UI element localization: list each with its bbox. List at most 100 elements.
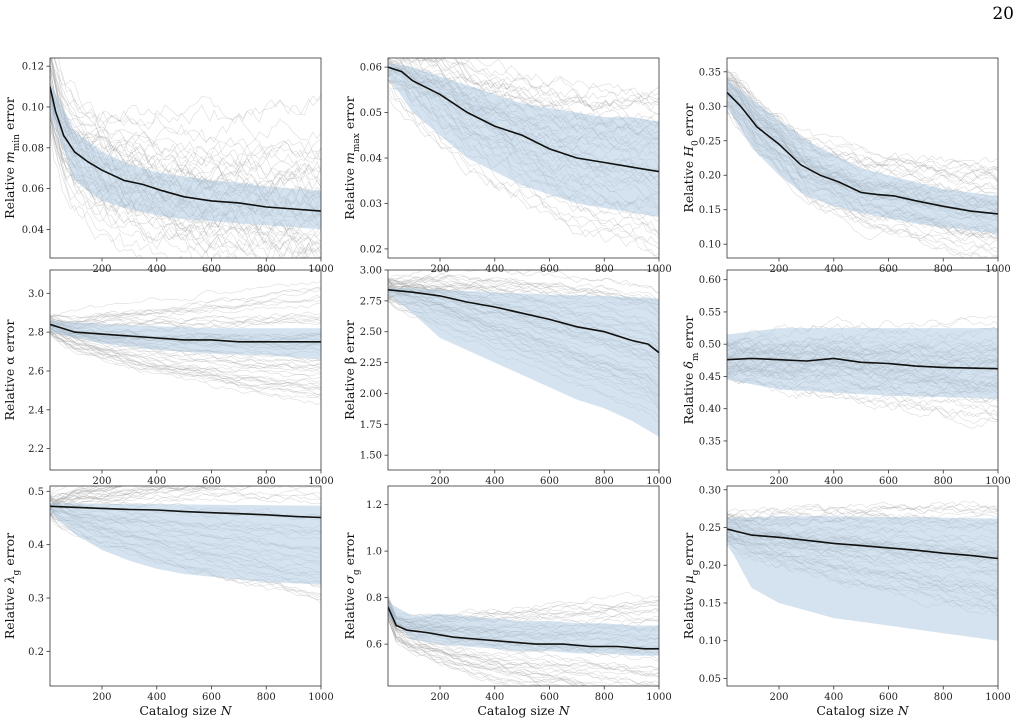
y-tick-label: 0.15 bbox=[699, 205, 721, 216]
y-tick-label: 0.5 bbox=[28, 487, 44, 498]
sample-trace bbox=[388, 612, 659, 686]
sample-trace bbox=[439, 58, 659, 100]
sample-trace bbox=[50, 492, 321, 506]
y-tick-label: 0.40 bbox=[699, 404, 721, 415]
sample-trace bbox=[50, 331, 321, 387]
x-tick-label: 600 bbox=[202, 264, 221, 275]
sample-trace bbox=[388, 89, 659, 258]
y-tick-label: 0.08 bbox=[22, 143, 44, 154]
sample-trace bbox=[388, 619, 659, 686]
sample-trace bbox=[50, 117, 244, 258]
sample-trace bbox=[50, 58, 321, 160]
credible-band bbox=[388, 602, 659, 656]
y-tick-label: 3.00 bbox=[360, 266, 382, 277]
sample-trace bbox=[58, 58, 321, 125]
x-tick-label: 800 bbox=[257, 264, 276, 275]
sample-trace bbox=[50, 323, 321, 390]
axes-frame bbox=[726, 57, 999, 259]
y-tick-label: 2.75 bbox=[360, 296, 382, 307]
x-tick-label: 1000 bbox=[308, 264, 333, 275]
y-tick-label: 2.4 bbox=[28, 405, 44, 416]
sample-trace bbox=[388, 610, 607, 686]
sample-trace bbox=[50, 318, 321, 396]
sample-trace bbox=[388, 612, 659, 673]
sample-trace bbox=[388, 58, 659, 112]
sample-trace bbox=[50, 321, 321, 382]
x-tick-label: 800 bbox=[595, 692, 614, 703]
plot-area bbox=[388, 58, 659, 258]
x-tick-label: 1000 bbox=[308, 692, 333, 703]
y-tick-label: 0.03 bbox=[360, 199, 382, 210]
y-tick-label: 2.6 bbox=[28, 366, 44, 377]
x-tick-label: 600 bbox=[202, 692, 221, 703]
panel-1: 200 400 600 800 1000 0.04 0.06 0.08 0.10 0.12 Rela… bbox=[2, 57, 334, 275]
sample-trace bbox=[50, 320, 321, 329]
x-tick-label: 600 bbox=[879, 476, 898, 487]
y-tick-label: 2.00 bbox=[360, 389, 382, 400]
sample-trace bbox=[727, 71, 998, 165]
sample-trace bbox=[50, 66, 321, 167]
panel-7: 200 400 600 800 1000 0.2 0.3 0.4 0.5 Relative λg … bbox=[2, 485, 334, 718]
sample-trace bbox=[441, 58, 659, 101]
x-tick-label: 1000 bbox=[985, 264, 1010, 275]
sample-trace bbox=[50, 486, 227, 514]
plot-area bbox=[727, 68, 998, 258]
sample-trace bbox=[388, 96, 659, 257]
sample-trace bbox=[50, 299, 321, 319]
y-tick-label: 0.20 bbox=[699, 171, 721, 182]
sample-trace bbox=[50, 486, 125, 510]
x-tick-label: 1000 bbox=[985, 476, 1010, 487]
sample-trace bbox=[50, 486, 176, 509]
sample-trace bbox=[388, 608, 659, 684]
y-axis-label: Relative σg error bbox=[342, 533, 362, 640]
sample-trace bbox=[50, 330, 321, 388]
y-tick-label: 0.8 bbox=[366, 593, 382, 604]
sample-trace bbox=[445, 58, 659, 105]
x-tick-label: 600 bbox=[879, 692, 898, 703]
y-axis-label: Relative α error bbox=[2, 319, 17, 420]
sample-trace bbox=[388, 615, 512, 686]
y-axis-label: Relative δm error bbox=[681, 316, 701, 425]
plot-area bbox=[727, 315, 998, 429]
sample-trace bbox=[50, 318, 321, 389]
sample-trace bbox=[50, 115, 237, 258]
y-tick-label: 0.55 bbox=[699, 307, 721, 318]
y-tick-label: 0.60 bbox=[699, 275, 721, 286]
x-tick-label: 200 bbox=[430, 264, 449, 275]
median-line bbox=[727, 91, 998, 215]
panel-6: 200 400 600 800 1000 0.35 0.40 0.45 0.50 0.55 0.60… bbox=[681, 269, 1011, 487]
sample-trace bbox=[50, 486, 123, 506]
y-tick-label: 0.05 bbox=[360, 108, 382, 119]
sample-trace bbox=[50, 312, 321, 323]
median-line bbox=[388, 289, 659, 354]
x-tick-label: 800 bbox=[934, 264, 953, 275]
sample-trace bbox=[50, 486, 118, 505]
sample-trace bbox=[50, 92, 321, 178]
x-tick-label: 400 bbox=[147, 692, 166, 703]
sample-trace bbox=[50, 486, 220, 517]
sample-trace bbox=[388, 274, 659, 305]
y-tick-label: 0.25 bbox=[699, 136, 721, 147]
y-tick-label: 0.35 bbox=[699, 436, 721, 447]
sample-trace bbox=[727, 68, 998, 184]
sample-trace bbox=[50, 323, 321, 374]
sample-trace bbox=[388, 594, 608, 686]
y-tick-label: 0.10 bbox=[699, 636, 721, 647]
credible-band bbox=[388, 287, 659, 437]
sample-trace bbox=[727, 77, 998, 174]
plot-area bbox=[50, 281, 321, 406]
sample-trace bbox=[50, 90, 321, 182]
sample-trace bbox=[50, 491, 321, 500]
sample-trace bbox=[388, 270, 659, 295]
x-tick-label: 400 bbox=[824, 476, 843, 487]
median-line bbox=[727, 528, 998, 560]
sample-trace bbox=[727, 504, 998, 515]
sample-trace bbox=[50, 286, 321, 327]
y-tick-label: 2.50 bbox=[360, 327, 382, 338]
y-tick-label: 0.02 bbox=[360, 244, 382, 255]
x-tick-label: 1000 bbox=[646, 476, 671, 487]
y-tick-label: 0.35 bbox=[699, 67, 721, 78]
x-tick-label: 1000 bbox=[646, 692, 671, 703]
plot-area bbox=[727, 500, 998, 641]
